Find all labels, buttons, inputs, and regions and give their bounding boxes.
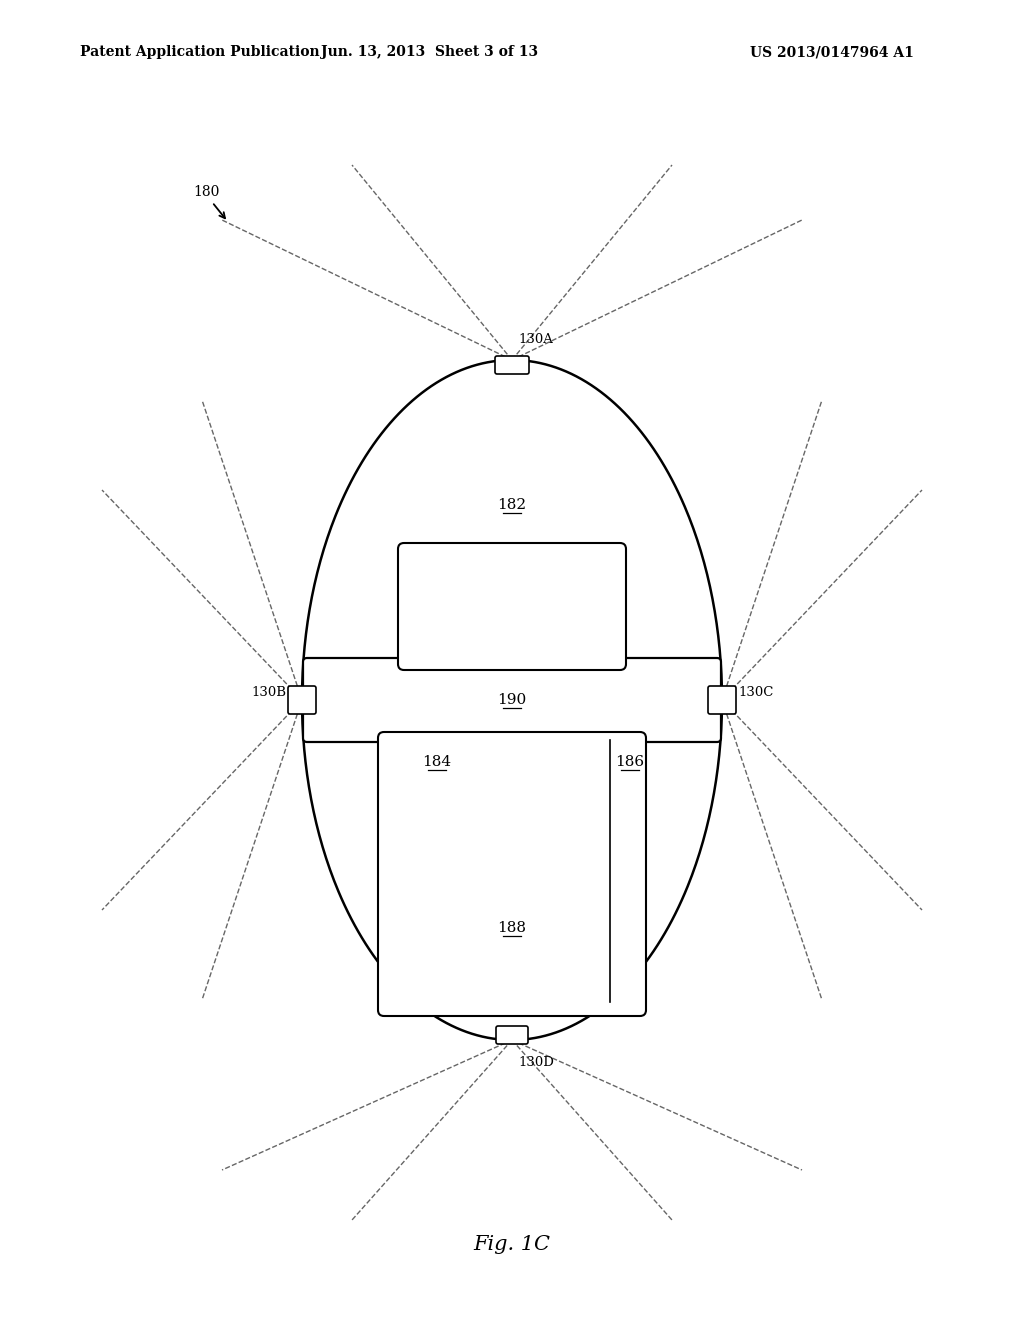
Text: US 2013/0147964 A1: US 2013/0147964 A1 bbox=[750, 45, 913, 59]
Text: 186: 186 bbox=[615, 755, 644, 770]
FancyBboxPatch shape bbox=[288, 686, 316, 714]
FancyBboxPatch shape bbox=[708, 686, 736, 714]
Text: 188: 188 bbox=[498, 921, 526, 935]
Text: Patent Application Publication: Patent Application Publication bbox=[80, 45, 319, 59]
FancyBboxPatch shape bbox=[378, 733, 646, 1016]
Text: 190: 190 bbox=[498, 693, 526, 708]
Text: 130D: 130D bbox=[518, 1056, 554, 1069]
FancyBboxPatch shape bbox=[495, 356, 529, 374]
Text: 184: 184 bbox=[423, 755, 452, 770]
Text: 130B: 130B bbox=[251, 685, 286, 698]
Text: 182: 182 bbox=[498, 498, 526, 512]
Text: 130A: 130A bbox=[518, 333, 553, 346]
Text: 130C: 130C bbox=[738, 685, 773, 698]
FancyBboxPatch shape bbox=[398, 543, 626, 671]
FancyBboxPatch shape bbox=[496, 1026, 528, 1044]
FancyBboxPatch shape bbox=[303, 657, 721, 742]
Text: Jun. 13, 2013  Sheet 3 of 13: Jun. 13, 2013 Sheet 3 of 13 bbox=[322, 45, 539, 59]
Text: 180: 180 bbox=[193, 185, 219, 199]
Text: Fig. 1C: Fig. 1C bbox=[473, 1236, 551, 1254]
